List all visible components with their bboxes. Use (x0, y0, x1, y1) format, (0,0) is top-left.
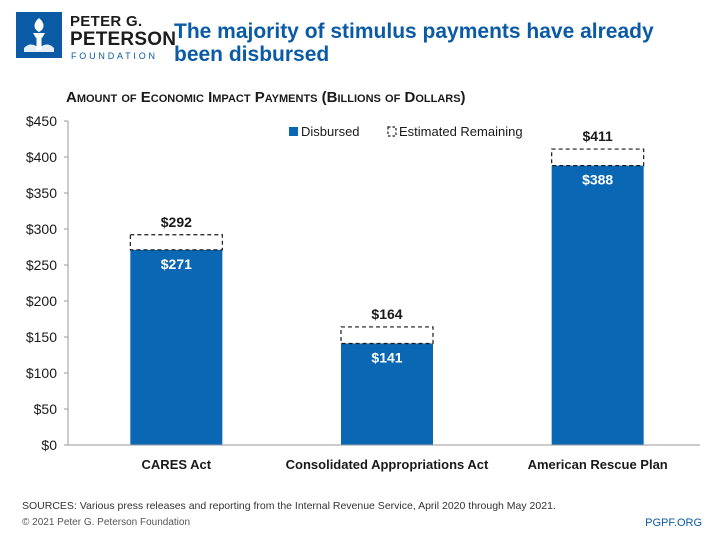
data-label-total: $164 (371, 306, 402, 322)
x-tick-label: American Rescue Plan (528, 457, 668, 472)
x-axis: CARES Act Consolidated Appropriations Act… (68, 444, 700, 472)
logo: PETER G. PETERSON FOUNDATION (16, 12, 176, 66)
logo-line-3: FOUNDATION (71, 51, 158, 61)
y-tick-label: $150 (26, 329, 57, 345)
legend-label-remaining: Estimated Remaining (399, 124, 523, 139)
bar-estimated-remaining (551, 148, 645, 167)
page-title: The majority of stimulus payments have a… (174, 20, 654, 66)
logo-line-2: PETERSON (70, 29, 177, 50)
legend-swatch-disbursed (289, 127, 298, 136)
legend: Disbursed Estimated Remaining (289, 124, 523, 139)
bar-estimated-remaining (340, 326, 434, 345)
y-tick-label: $0 (41, 437, 57, 453)
data-label-disbursed: $271 (161, 256, 192, 272)
site-link[interactable]: PGPF.ORG (645, 517, 702, 529)
y-tick-label: $200 (26, 293, 57, 309)
bar-disbursed (551, 165, 644, 445)
y-tick-label: $50 (34, 401, 58, 417)
y-tick-label: $300 (26, 221, 57, 237)
data-label-disbursed: $141 (371, 349, 402, 365)
chart-title: Amount of Economic Impact Payments (Bill… (66, 89, 466, 106)
data-label-total: $292 (161, 214, 192, 230)
y-tick-label: $350 (26, 185, 57, 201)
bar-disbursed (130, 249, 223, 445)
y-tick-label: $250 (26, 257, 57, 273)
bar-estimated-remaining (129, 234, 223, 251)
legend-swatch-remaining (387, 126, 397, 137)
bar-disbursed (341, 343, 433, 445)
y-tick-label: $100 (26, 365, 57, 381)
x-tick-label: CARES Act (142, 457, 212, 472)
y-tick-label: $450 (26, 113, 57, 129)
bar-group: $271 $292 $141 $164 $388 $411 (129, 128, 645, 445)
source-note: SOURCES: Various press releases and repo… (22, 500, 556, 512)
y-axis: $0 $50 $100 $150 $200 $250 $300 $350 $400 $450 (26, 113, 69, 453)
x-tick-label: Consolidated Appropriations Act (286, 457, 489, 472)
data-label-total: $411 (582, 128, 613, 144)
copyright: © 2021 Peter G. Peterson Foundation (22, 517, 191, 528)
data-label-disbursed: $388 (582, 172, 613, 188)
logo-line-1: PETER G. (70, 13, 143, 30)
y-tick-label: $400 (26, 149, 57, 165)
legend-label-disbursed: Disbursed (301, 124, 360, 139)
torch-icon (16, 12, 62, 58)
